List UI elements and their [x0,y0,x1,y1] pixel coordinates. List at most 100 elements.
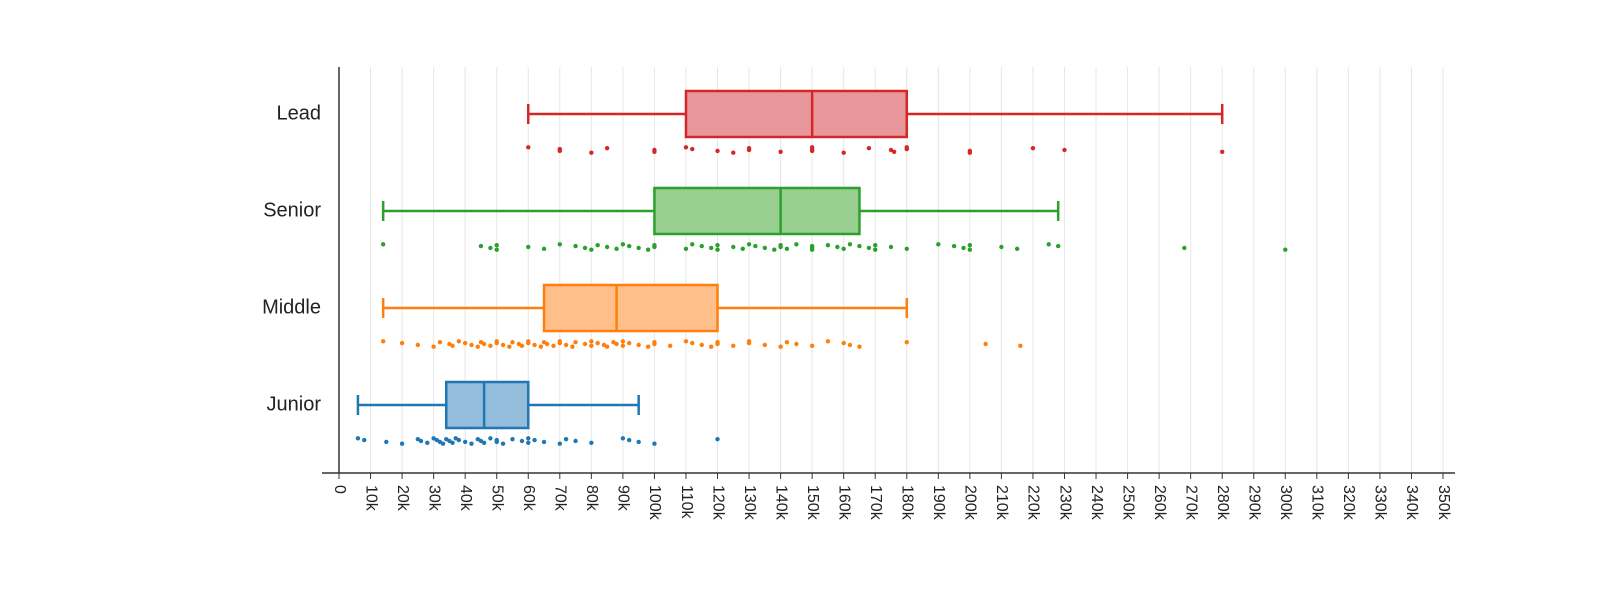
data-point [1014,246,1020,251]
data-point [469,441,474,446]
data-point [866,245,872,251]
x-tick-label: 310k [1309,485,1326,521]
data-point [614,341,619,347]
data-point [589,339,594,344]
data-point [668,343,673,348]
data-point [595,243,600,248]
data-point [478,243,484,249]
data-point [772,247,777,252]
x-tick-label: 110k [678,485,695,520]
box-iqr [684,89,909,139]
x-tick-label: 200k [962,485,979,521]
data-point [690,146,695,152]
data-point [690,340,695,346]
x-tick-label: 100k [646,485,663,521]
data-point [847,242,853,247]
x-tick-label: 280k [1214,485,1231,521]
x-tick-label: 250k [1119,485,1136,521]
x-tick-label: 70k [552,485,569,512]
data-point [866,146,872,151]
data-point [582,245,588,251]
data-point [841,246,846,251]
data-point [541,439,547,445]
data-point [614,246,619,251]
data-point [636,439,641,445]
data-point [967,243,973,248]
data-point [778,344,783,349]
data-point [841,150,846,155]
data-point [1018,343,1023,348]
box-series-group [355,89,1288,446]
data-point [589,343,594,348]
data-point [762,245,768,251]
x-tick-label: 230k [1056,485,1073,521]
data-point [494,247,499,252]
data-point [573,340,578,345]
data-point [494,340,499,346]
data-point [380,339,386,344]
data-point [873,243,878,248]
data-point [456,339,462,344]
data-point [573,438,578,444]
data-point [510,340,515,345]
data-point [699,342,704,348]
x-tick-label: 20k [394,485,411,512]
data-point [709,344,714,349]
data-point [620,343,626,348]
data-point [731,343,736,348]
data-point [652,149,657,154]
data-point [620,339,626,344]
data-point [784,246,790,251]
data-point [384,439,389,445]
data-point [699,243,704,249]
box-series-middle [380,283,1023,349]
data-point [652,244,657,250]
y-category-label: Junior [267,393,322,415]
data-point [731,244,736,250]
data-point [1062,147,1067,153]
data-point [462,439,468,445]
data-point [835,244,840,250]
x-tick-label: 210k [993,485,1010,521]
data-point [462,340,468,346]
data-point [1283,247,1288,252]
data-point [873,247,878,252]
data-point [626,437,632,443]
data-point [620,436,626,441]
x-tick-label: 170k [867,485,884,521]
x-tick-label: 290k [1246,485,1263,521]
data-point [595,340,600,346]
data-point [582,341,588,347]
x-tick-label: 300k [1277,485,1294,521]
data-point [1182,245,1187,251]
x-tick-label: 330k [1372,485,1389,521]
data-point [1220,149,1225,154]
data-point [794,341,799,347]
data-point [440,441,446,446]
box-series-junior [355,380,720,446]
data-point [538,344,544,349]
data-point [604,244,610,250]
data-point [715,247,720,252]
data-point [557,441,562,446]
data-point [1046,242,1051,247]
y-category-label: Senior [263,199,321,221]
x-tick-label: 30k [425,485,442,512]
data-point [857,243,862,249]
box-iqr [542,283,719,333]
data-point [746,147,752,153]
y-category-label: Middle [262,296,321,318]
data-point [715,437,720,442]
data-point [731,150,736,155]
data-point [450,343,455,348]
data-point [526,244,531,250]
data-point [488,343,493,348]
data-point [544,341,550,347]
data-point [888,244,894,250]
data-point [652,341,657,347]
x-tick-label: 130k [741,485,758,521]
data-point [841,340,846,346]
data-point [746,242,752,247]
x-tick-label: 50k [488,485,505,512]
